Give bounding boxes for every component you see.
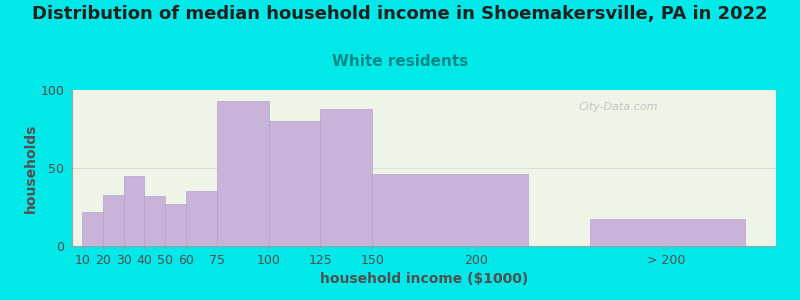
Bar	[145, 196, 165, 246]
Bar	[124, 176, 145, 246]
Bar	[217, 101, 269, 246]
Bar	[590, 220, 745, 246]
Text: City-Data.com: City-Data.com	[579, 103, 658, 112]
Bar	[269, 121, 321, 246]
Bar	[82, 212, 103, 246]
Bar	[165, 204, 186, 246]
Bar	[186, 191, 217, 246]
Bar	[372, 174, 527, 246]
X-axis label: household income ($1000): household income ($1000)	[320, 272, 528, 286]
Text: White residents: White residents	[332, 54, 468, 69]
Bar	[103, 194, 124, 246]
Y-axis label: households: households	[24, 123, 38, 213]
Bar	[321, 109, 372, 246]
Text: Distribution of median household income in Shoemakersville, PA in 2022: Distribution of median household income …	[32, 4, 768, 22]
